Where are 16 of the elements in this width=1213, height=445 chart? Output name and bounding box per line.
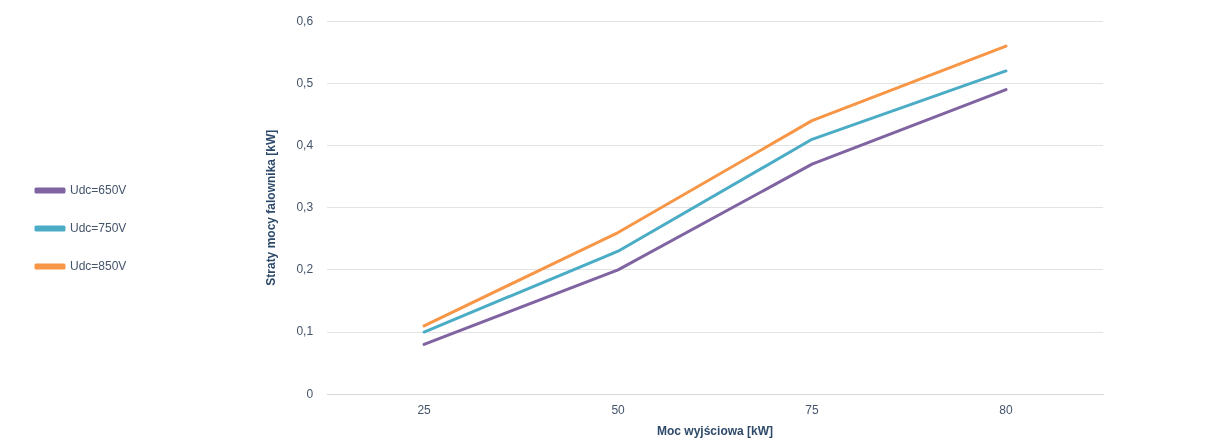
y-tick-label: 0 xyxy=(306,386,314,401)
y-tick-label: 0,1 xyxy=(296,324,314,339)
y-tick-label: 0,4 xyxy=(296,137,314,152)
x-axis-title: Moc wyjściowa [kW] xyxy=(657,424,774,439)
x-tick-label: 25 xyxy=(417,402,432,417)
y-tick-label: 0,5 xyxy=(296,75,314,90)
y-tick-label: 0,3 xyxy=(296,200,314,215)
legend-label: Udc=750V xyxy=(70,220,127,235)
y-tick-label: 0,2 xyxy=(296,262,314,277)
x-tick-label: 50 xyxy=(611,402,626,417)
y-tick-label: 0,6 xyxy=(296,13,314,28)
x-tick-label: 80 xyxy=(999,402,1013,417)
y-axis-title: Straty mocy falownika [kW] xyxy=(263,129,278,286)
legend-label: Udc=850V xyxy=(70,258,127,273)
x-tick-label: 75 xyxy=(805,402,820,417)
legend-label: Udc=650V xyxy=(70,182,127,197)
